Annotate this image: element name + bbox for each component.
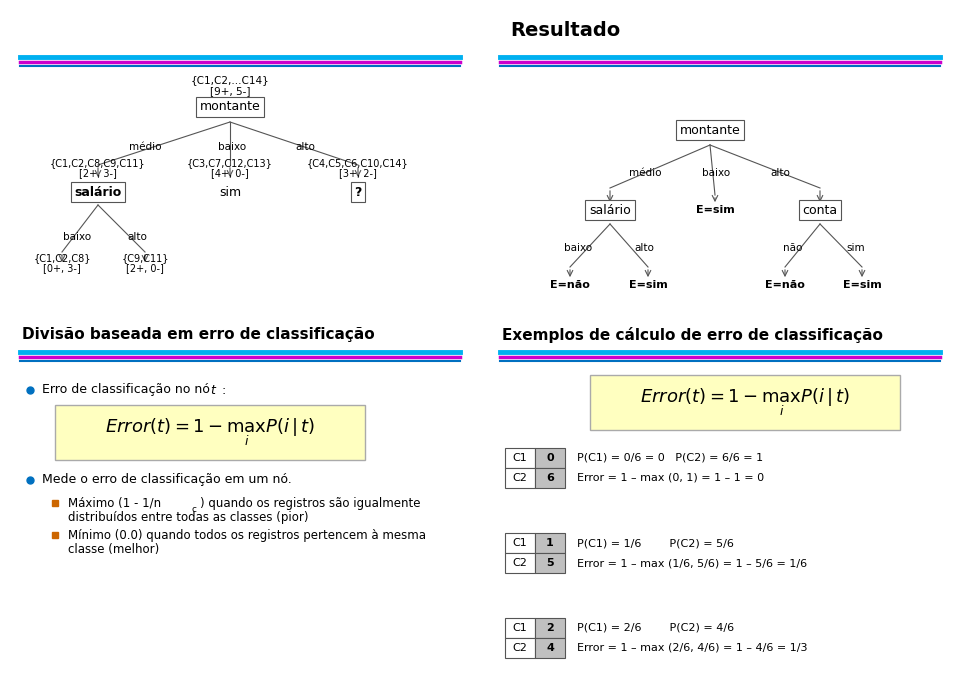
Text: Error = 1 – max (1/6, 5/6) = 1 – 5/6 = 1/6: Error = 1 – max (1/6, 5/6) = 1 – 5/6 = 1… [577,558,807,568]
Bar [535,553,565,573]
Text: 2: 2 [546,623,554,633]
Text: [9+, 5-]: [9+, 5-] [209,86,251,96]
Text: 4: 4 [546,643,554,653]
Text: Máximo (1 - 1/n: Máximo (1 - 1/n [68,497,161,510]
Bar [55,405,365,460]
Bar [505,553,535,573]
Text: médio: médio [629,168,661,178]
Text: C1: C1 [513,453,527,463]
Text: {C1,C2,C8,C9,C11}: {C1,C2,C8,C9,C11} [50,158,146,168]
Text: {C1,C2,...C14}: {C1,C2,...C14} [191,75,270,85]
Bar [535,638,565,658]
Text: Exemplos de cálculo de erro de classificação: Exemplos de cálculo de erro de classific… [502,327,883,343]
Text: baixo: baixo [702,168,730,178]
Text: P(C1) = 2/6        P(C2) = 4/6: P(C1) = 2/6 P(C2) = 4/6 [577,623,734,633]
Bar [505,448,535,468]
Text: 5: 5 [546,558,554,568]
Text: alto: alto [127,232,147,242]
Text: distribuídos entre todas as classes (pior): distribuídos entre todas as classes (pio… [68,512,308,525]
Text: 0: 0 [546,453,554,463]
Text: Mínimo (0.0) quando todos os registros pertencem à mesma: Mínimo (0.0) quando todos os registros p… [68,529,426,542]
Text: médio: médio [129,142,161,152]
Text: salário: salário [74,185,122,198]
Bar [535,618,565,638]
Text: Error = 1 – max (0, 1) = 1 – 1 = 0: Error = 1 – max (0, 1) = 1 – 1 = 0 [577,473,764,483]
Bar [505,468,535,488]
Bar [505,533,535,553]
Text: alto: alto [770,168,790,178]
Text: {C1,C2,C8}: {C1,C2,C8} [34,253,91,263]
Text: C1: C1 [513,623,527,633]
Text: $\mathit{Error}(t) = 1 - \max_i P(i\,|\,t)$: $\mathit{Error}(t) = 1 - \max_i P(i\,|\,… [640,387,850,418]
Text: E=sim: E=sim [843,280,881,290]
Text: [0+, 3-]: [0+, 3-] [43,263,81,273]
Text: [2+, 0-]: [2+, 0-] [126,263,164,273]
Text: C1: C1 [513,538,527,548]
Text: não: não [783,243,803,253]
Text: E=não: E=não [765,280,804,290]
Text: :: : [218,384,227,397]
Text: {C3,C7,C12,C13}: {C3,C7,C12,C13} [187,158,273,168]
Bar [590,375,900,430]
Text: C2: C2 [513,473,527,483]
Text: C2: C2 [513,558,527,568]
Text: Error = 1 – max (2/6, 4/6) = 1 – 4/6 = 1/3: Error = 1 – max (2/6, 4/6) = 1 – 4/6 = 1… [577,643,807,653]
Text: {C9,C11}: {C9,C11} [121,253,169,263]
Text: sim: sim [219,185,241,198]
Text: alto: alto [295,142,315,152]
Text: {C4,C5,C6,C10,C14}: {C4,C5,C6,C10,C14} [307,158,409,168]
Text: C2: C2 [513,643,527,653]
Bar [535,468,565,488]
Bar [505,618,535,638]
Text: classe (melhor): classe (melhor) [68,544,159,557]
Text: baixo: baixo [63,232,91,242]
Text: Divisão baseada em erro de classificação: Divisão baseada em erro de classificação [22,328,374,343]
Bar [535,533,565,553]
Text: conta: conta [803,204,837,217]
Text: c: c [192,505,197,514]
Text: t: t [210,384,215,397]
Text: 6: 6 [546,473,554,483]
Text: sim: sim [847,243,865,253]
Text: baixo: baixo [564,243,592,253]
Text: E=não: E=não [550,280,590,290]
Text: 1: 1 [546,538,554,548]
Text: alto: alto [634,243,654,253]
Text: ) quando os registros são igualmente: ) quando os registros são igualmente [200,497,420,510]
Text: Mede o erro de classificação em um nó.: Mede o erro de classificação em um nó. [42,473,292,486]
Text: Erro de classificação no nó: Erro de classificação no nó [42,384,214,397]
Text: P(C1) = 0/6 = 0   P(C2) = 6/6 = 1: P(C1) = 0/6 = 0 P(C2) = 6/6 = 1 [577,453,763,463]
Text: montante: montante [200,101,260,114]
Bar [505,638,535,658]
Bar [535,448,565,468]
Text: P(C1) = 1/6        P(C2) = 5/6: P(C1) = 1/6 P(C2) = 5/6 [577,538,733,548]
Text: $\mathit{Error}(t) = 1 - \max_i P(i\,|\,t)$: $\mathit{Error}(t) = 1 - \max_i P(i\,|\,… [105,417,315,448]
Text: E=sim: E=sim [696,205,734,215]
Text: ?: ? [354,185,362,198]
Text: baixo: baixo [218,142,246,152]
Text: [3+, 2-]: [3+, 2-] [339,168,377,178]
Text: [2+, 3-]: [2+, 3-] [79,168,117,178]
Text: E=sim: E=sim [629,280,667,290]
Text: [4+, 0-]: [4+, 0-] [211,168,249,178]
Text: Resultado: Resultado [510,21,620,40]
Text: salário: salário [589,204,631,217]
Text: montante: montante [680,124,740,137]
